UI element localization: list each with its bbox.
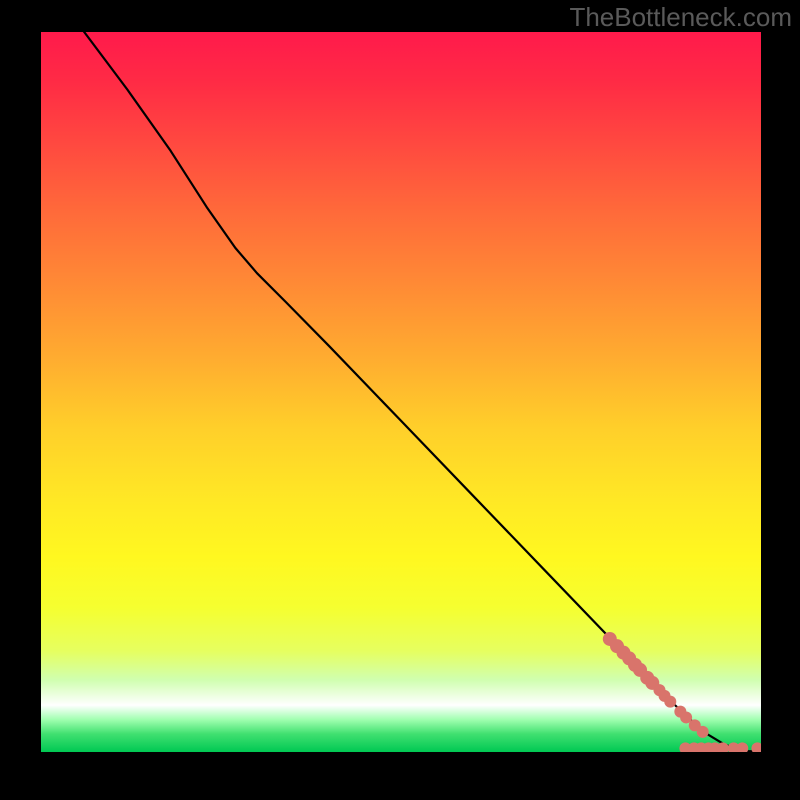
bottleneck-chart bbox=[0, 0, 800, 800]
data-point bbox=[697, 726, 709, 738]
watermark-label: TheBottleneck.com bbox=[569, 2, 792, 33]
chart-stage: TheBottleneck.com bbox=[0, 0, 800, 800]
data-point bbox=[664, 696, 676, 708]
plot-background bbox=[41, 32, 761, 752]
